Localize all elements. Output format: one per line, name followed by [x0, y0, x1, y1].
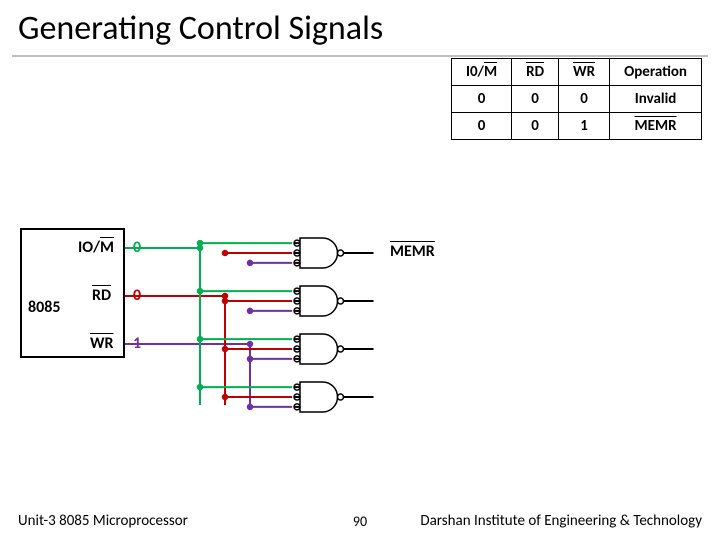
- th-iom: I0/M: [451, 59, 511, 86]
- footer-left: Unit-3 8085 Microprocessor: [18, 512, 188, 530]
- cell: Invalid: [610, 86, 702, 113]
- wires-svg: [20, 228, 500, 488]
- cell: MEMR: [610, 113, 702, 140]
- th-wr: WR: [559, 59, 610, 86]
- page-number: 90: [353, 513, 367, 530]
- page-title: Generating Control Signals: [0, 0, 720, 55]
- table-row: 0 0 0 Invalid: [451, 86, 701, 113]
- cell: 1: [559, 113, 610, 140]
- cell: 0: [512, 86, 559, 113]
- logic-diagram: 8085 IO/M 0 RD 0 WR 1 MEMR: [20, 228, 500, 488]
- th-op: Operation: [610, 59, 702, 86]
- cell: 0: [559, 86, 610, 113]
- footer-right: Darshan Institute of Engineering & Techn…: [420, 512, 702, 530]
- title-underline: [12, 55, 708, 57]
- cell: 0: [451, 86, 511, 113]
- cell: 0: [512, 113, 559, 140]
- footer: Unit-3 8085 Microprocessor 90 Darshan In…: [18, 512, 702, 530]
- cell: 0: [451, 113, 511, 140]
- table-row: 0 0 1 MEMR: [451, 113, 701, 140]
- truth-table: I0/M RD WR Operation 0 0 0 Invalid 0 0 1…: [451, 58, 702, 140]
- th-rd: RD: [512, 59, 559, 86]
